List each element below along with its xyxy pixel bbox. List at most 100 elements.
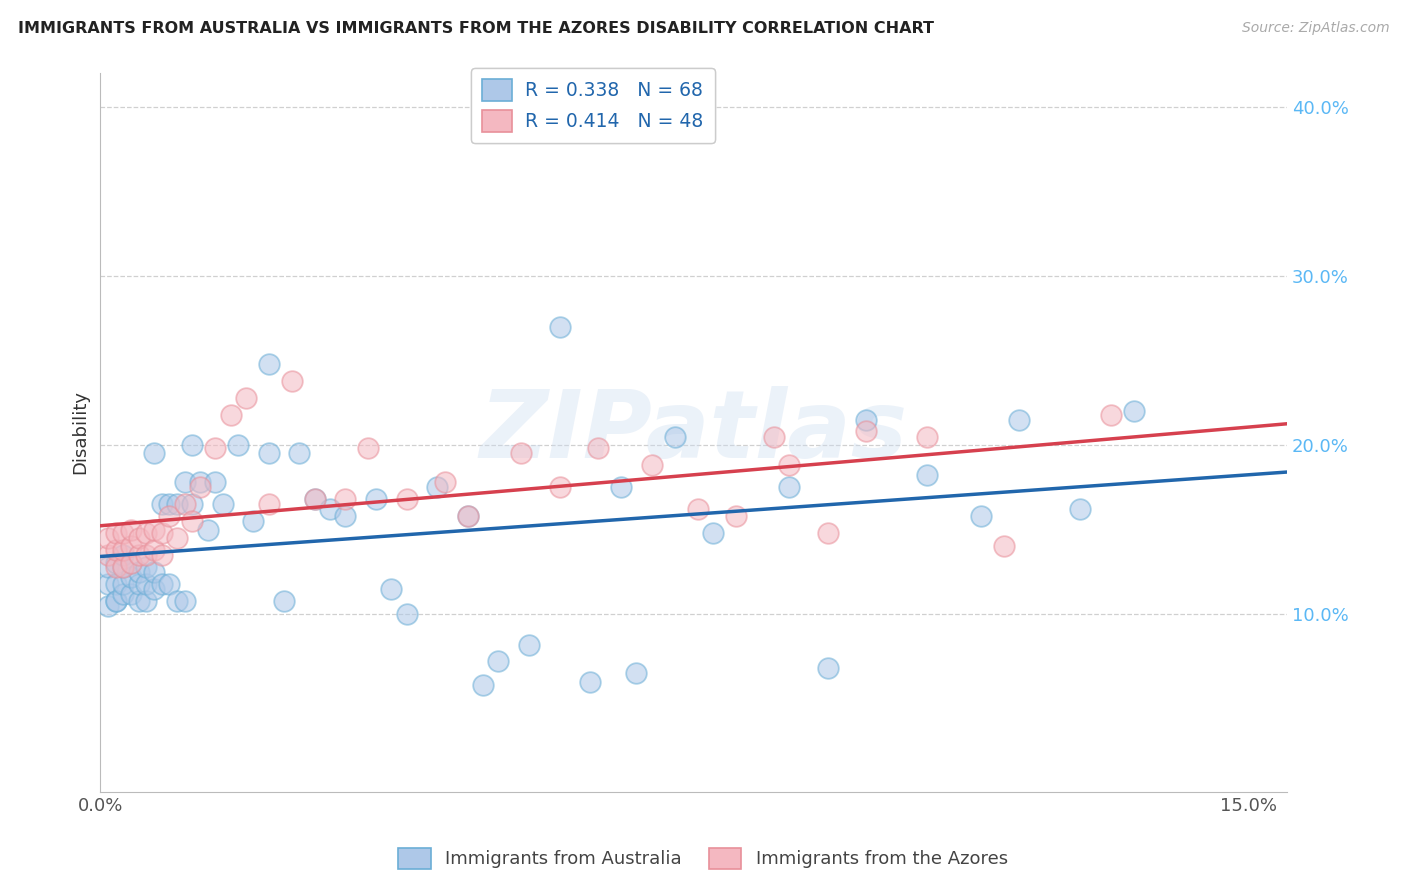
Point (219, 408, 242, 422)
Point (257, 357, 280, 371)
Point (817, 661, 839, 675)
Legend: R = 0.338   N = 68, R = 0.414   N = 48: R = 0.338 N = 68, R = 0.414 N = 48 (471, 68, 714, 144)
Point (150, 548, 173, 562)
Point (304, 492, 326, 507)
Point (686, 502, 709, 516)
Point (112, 559, 135, 574)
Point (548, 319, 571, 334)
Point (128, 548, 150, 562)
Point (150, 576, 173, 591)
Point (120, 540, 142, 554)
Point (304, 492, 326, 507)
Point (970, 509, 993, 524)
Point (457, 509, 479, 524)
Point (173, 497, 195, 511)
Point (915, 429, 938, 443)
Point (104, 525, 127, 540)
Point (472, 678, 495, 692)
Point (142, 523, 165, 537)
Point (135, 559, 157, 574)
Point (235, 391, 257, 405)
Point (150, 525, 173, 540)
Point (281, 374, 304, 388)
Point (112, 525, 135, 540)
Point (166, 531, 188, 545)
Point (1069, 502, 1091, 516)
Point (586, 442, 609, 456)
Point (702, 525, 724, 540)
Point (157, 509, 180, 524)
Point (120, 587, 142, 601)
Point (97, 559, 120, 574)
Point (112, 576, 135, 591)
Point (1123, 404, 1146, 418)
Point (579, 674, 602, 689)
Point (128, 593, 150, 607)
Point (142, 446, 165, 460)
Point (173, 593, 195, 607)
Point (664, 429, 686, 443)
Point (150, 497, 173, 511)
Point (112, 548, 135, 562)
Point (204, 475, 226, 490)
Point (626, 666, 648, 681)
Point (817, 525, 839, 540)
Point (128, 576, 150, 591)
Point (335, 509, 357, 524)
Point (273, 593, 295, 607)
Point (128, 565, 150, 579)
Point (97, 576, 120, 591)
Point (319, 502, 342, 516)
Point (640, 458, 662, 473)
Point (257, 497, 280, 511)
Point (97, 548, 120, 562)
Point (97, 531, 120, 545)
Point (120, 557, 142, 571)
Point (188, 480, 211, 494)
Point (188, 475, 211, 490)
Point (197, 523, 219, 537)
Point (112, 587, 135, 601)
Point (395, 492, 418, 507)
Point (610, 480, 633, 494)
Y-axis label: Disability: Disability (72, 391, 89, 475)
Point (517, 638, 540, 652)
Point (135, 525, 157, 540)
Point (142, 542, 165, 557)
Point (135, 548, 157, 562)
Point (288, 446, 311, 460)
Point (128, 531, 150, 545)
Point (104, 576, 127, 591)
Point (364, 492, 387, 507)
Text: Source: ZipAtlas.com: Source: ZipAtlas.com (1241, 21, 1389, 35)
Point (1008, 412, 1031, 426)
Point (204, 442, 226, 456)
Text: ZIPatlas: ZIPatlas (479, 386, 908, 478)
Point (380, 582, 402, 596)
Point (426, 480, 449, 494)
Point (257, 446, 280, 460)
Point (335, 492, 357, 507)
Point (242, 514, 264, 528)
Point (166, 593, 188, 607)
Point (97, 599, 120, 613)
Point (778, 458, 800, 473)
Point (120, 523, 142, 537)
Point (226, 438, 249, 452)
Point (181, 514, 204, 528)
Point (120, 570, 142, 584)
Point (357, 442, 380, 456)
Point (142, 565, 165, 579)
Point (488, 655, 510, 669)
Point (142, 582, 165, 596)
Point (212, 497, 235, 511)
Point (855, 425, 877, 439)
Point (104, 559, 127, 574)
Point (173, 475, 195, 490)
Point (157, 497, 180, 511)
Point (724, 509, 747, 524)
Point (135, 576, 157, 591)
Point (510, 446, 533, 460)
Point (763, 429, 786, 443)
Text: IMMIGRANTS FROM AUSTRALIA VS IMMIGRANTS FROM THE AZORES DISABILITY CORRELATION C: IMMIGRANTS FROM AUSTRALIA VS IMMIGRANTS … (18, 21, 934, 36)
